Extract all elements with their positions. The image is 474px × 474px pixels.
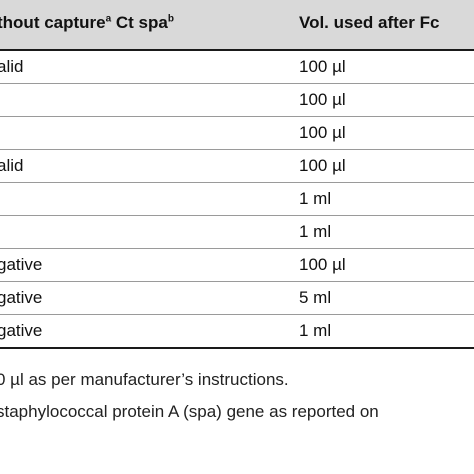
cell-volume: 100 µl bbox=[299, 255, 346, 274]
header-cell-capture: thout capturea Ct spab bbox=[0, 13, 174, 32]
header-cell-volume: Vol. used after Fc bbox=[299, 13, 440, 32]
table-row: alid 100 µl bbox=[0, 51, 474, 84]
table-row: gative 1 ml bbox=[0, 315, 474, 349]
cell-volume: 1 ml bbox=[299, 222, 332, 241]
cell-volume: 100 µl bbox=[299, 57, 346, 76]
cell-ct-spa: gative bbox=[0, 255, 43, 274]
cell-ct-spa: gative bbox=[0, 321, 43, 340]
cell-volume: 100 µl bbox=[299, 90, 346, 109]
footnote-b: staphylococcal protein A (spa) gene as r… bbox=[0, 402, 379, 421]
table-row: 100 µl bbox=[0, 117, 474, 150]
cell-ct-spa: gative bbox=[0, 288, 43, 307]
cell-volume: 1 ml bbox=[299, 321, 332, 340]
table-row: gative 100 µl bbox=[0, 249, 474, 282]
footnote-a: 0 µl as per manufacturer’s instructions. bbox=[0, 370, 289, 389]
table-header: thout capturea Ct spab Vol. used after F… bbox=[0, 0, 474, 51]
table-row: gative 5 ml bbox=[0, 282, 474, 315]
footnote-marker-a: a bbox=[105, 13, 112, 25]
cell-volume: 100 µl bbox=[299, 156, 346, 175]
cell-volume: 1 ml bbox=[299, 189, 332, 208]
cell-volume: 5 ml bbox=[299, 288, 332, 307]
table-row: 100 µl bbox=[0, 84, 474, 117]
table-row: 1 ml bbox=[0, 216, 474, 249]
table-row: 1 ml bbox=[0, 183, 474, 216]
cell-volume: 100 µl bbox=[299, 123, 346, 142]
footnote-marker-b: b bbox=[167, 13, 174, 25]
cell-ct-spa: alid bbox=[0, 156, 24, 175]
cell-ct-spa: alid bbox=[0, 57, 24, 76]
table-row: alid 100 µl bbox=[0, 150, 474, 183]
